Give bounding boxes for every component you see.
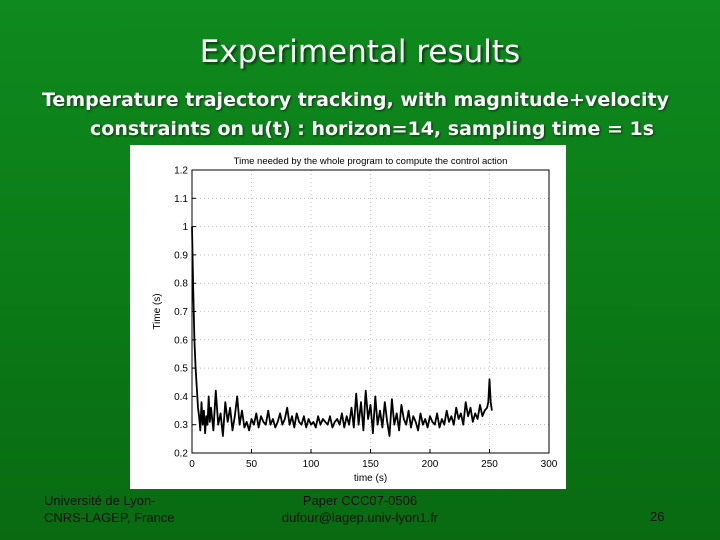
y-axis-label: Time (s) xyxy=(152,293,163,329)
y-tick-label: 0.6 xyxy=(174,335,188,346)
x-tick-label: 0 xyxy=(189,459,195,470)
footer-affiliation-line2: CNRS-LAGEP, France xyxy=(44,510,175,525)
series-line xyxy=(191,226,493,437)
y-tick-label: 0.4 xyxy=(174,392,188,403)
y-tick-label: 0.5 xyxy=(174,364,188,375)
footer-paper-id: Paper CCC07-0506 xyxy=(302,493,418,508)
footer-paper-info: Paper CCC07-0506 dufour@lagep.univ-lyon1… xyxy=(240,492,480,526)
x-tick-label: 100 xyxy=(303,459,320,470)
x-tick-label: 250 xyxy=(481,459,498,470)
y-tick-label: 1.1 xyxy=(174,194,188,205)
x-tick-label: 300 xyxy=(541,459,558,470)
slide-subtitle-line1: Temperature trajectory tracking, with ma… xyxy=(42,89,670,111)
x-tick-label: 50 xyxy=(246,459,258,470)
y-tick-label: 0.2 xyxy=(174,449,188,460)
slide-subtitle-line2: constraints on u(t) : horizon=14, sampli… xyxy=(90,118,655,140)
x-axis-label: time (s) xyxy=(354,473,387,484)
y-tick-label: 1.2 xyxy=(174,166,188,177)
slide-title: Experimental results xyxy=(199,34,521,70)
page-number: 26 xyxy=(650,509,665,524)
line-chart: 0 50 100 150 200 250 300 0.2 0.3 0.4 0.5 0.6 0.7 0.8 0… xyxy=(152,156,558,484)
footer-affiliation-line1: Université de Lyon- xyxy=(44,493,156,508)
x-tick-label: 200 xyxy=(422,459,439,470)
x-tick-label: 150 xyxy=(362,459,379,470)
y-tick-label: 0.3 xyxy=(174,420,188,431)
footer-email: dufour@lagep.univ-lyon1.fr xyxy=(281,510,439,525)
chart-area: 0 50 100 150 200 250 300 0.2 0.3 0.4 0.5 0.6 0.7 0.8 0… xyxy=(130,145,566,489)
chart-title: Time needed by the whole program to comp… xyxy=(234,156,508,167)
y-tick-label: 0.8 xyxy=(174,279,188,290)
y-tick-label: 0.9 xyxy=(174,250,188,261)
y-tick-label: 1 xyxy=(182,222,188,233)
footer-affiliation: Université de Lyon- CNRS-LAGEP, France xyxy=(44,492,175,526)
y-tick-label: 0.7 xyxy=(174,307,188,318)
